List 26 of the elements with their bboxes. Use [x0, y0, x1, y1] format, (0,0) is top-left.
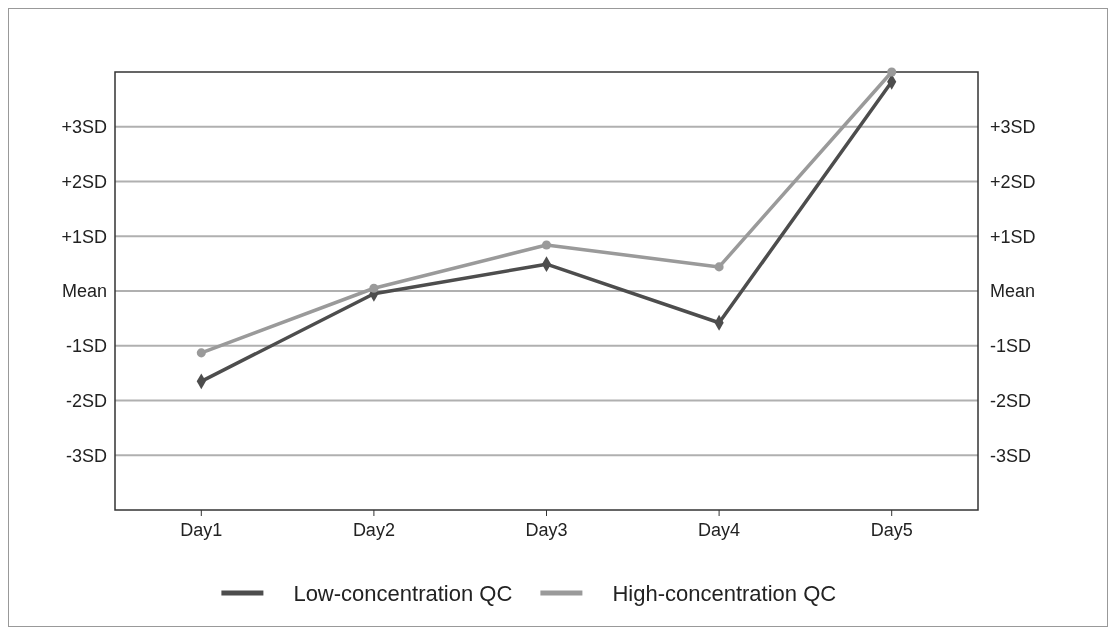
point — [714, 262, 724, 272]
x-tick-label: Day3 — [525, 520, 568, 540]
y2-tick-label: Mean — [990, 281, 1036, 302]
y2-tick-label: -3SD — [990, 445, 1032, 466]
point — [541, 240, 552, 250]
y2-tick-label: -2SD — [990, 390, 1032, 411]
point — [196, 348, 206, 358]
legend-label: Low-concentration QC — [293, 580, 513, 606]
y-tick-label: Mean — [61, 281, 107, 302]
y2-tick-label: +1SD — [990, 226, 1036, 247]
y2-tick-label: +3SD — [990, 117, 1036, 138]
point — [887, 67, 897, 77]
y-tick-label: -1SD — [65, 336, 107, 357]
y-tick-label: -2SD — [65, 390, 107, 411]
x-tick-label: Day5 — [870, 520, 913, 540]
legend-label: High-concentration QC — [612, 580, 837, 606]
point — [369, 283, 379, 293]
y-tick-label: +3SD — [61, 117, 107, 138]
x-tick-label: Day2 — [352, 520, 395, 540]
x-tick-label: Day4 — [698, 520, 741, 540]
y-tick-label: +2SD — [61, 171, 107, 192]
y-tick-label: -3SD — [65, 445, 107, 466]
y2-tick-label: +2SD — [990, 171, 1036, 192]
x-tick-label: Day1 — [180, 520, 223, 540]
y-tick-label: +1SD — [61, 226, 107, 247]
y2-tick-label: -1SD — [990, 336, 1032, 357]
